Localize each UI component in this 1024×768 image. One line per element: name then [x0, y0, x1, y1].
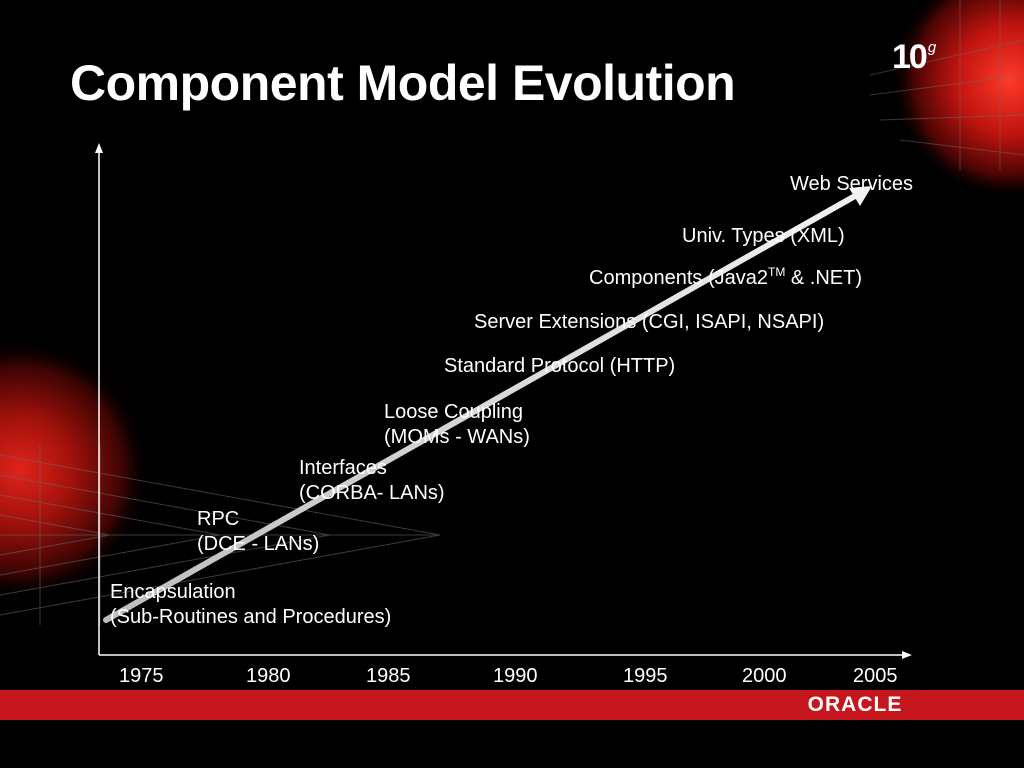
grid-decoration-left: [0, 445, 441, 625]
milestone-components-suffix: & .NET): [785, 267, 862, 289]
grid-decoration-right: [869, 0, 1024, 170]
page-title: Component Model Evolution: [70, 55, 736, 111]
year-label-1975: 1975: [119, 665, 164, 687]
axes: [95, 143, 912, 659]
evolution-arrow: [103, 186, 872, 623]
milestone-detail: (MOMs - WANs): [384, 426, 530, 448]
oracle-10g-logo: 10 g: [892, 40, 936, 74]
glow-top-right: [890, 0, 1024, 200]
milestone-univ-types: Univ. Types (XML): [682, 225, 845, 247]
brand-suffix: g: [927, 39, 937, 56]
brand-version: 10: [892, 38, 928, 76]
milestone-components: Components (Java2TM & .NET): [589, 266, 862, 291]
year-label-1995: 1995: [623, 665, 668, 687]
milestone-standard-protocol: Standard Protocol (HTTP): [444, 355, 676, 377]
milestone-title: Loose Coupling: [384, 401, 523, 423]
milestone-interfaces: Interfaces (CORBA- LANs): [299, 456, 445, 506]
year-label-2005: 2005: [853, 665, 898, 687]
milestone-title: Encapsulation: [110, 581, 236, 603]
milestone-rpc: RPC (DCE - LANs): [197, 507, 319, 557]
year-label-1990: 1990: [493, 665, 538, 687]
milestone-title: RPC: [197, 508, 240, 530]
milestone-detail: (Sub-Routines and Procedures): [110, 606, 392, 628]
footer-bar: [0, 690, 1024, 720]
milestone-title: Interfaces: [299, 457, 387, 479]
x-axis-arrowhead: [902, 651, 912, 659]
trademark-mark: TM: [767, 265, 786, 279]
year-label-2000: 2000: [742, 665, 787, 687]
milestone-detail: (DCE - LANs): [197, 533, 320, 555]
milestone-encapsulation: Encapsulation (Sub-Routines and Procedur…: [110, 580, 391, 630]
year-label-1980: 1980: [246, 665, 291, 687]
year-label-1985: 1985: [366, 665, 411, 687]
milestone-detail: (CORBA- LANs): [299, 482, 445, 504]
milestone-loose-coupling: Loose Coupling (MOMs - WANs): [384, 400, 530, 450]
milestone-components-text: Components (Java2: [589, 267, 768, 289]
y-axis-arrowhead: [95, 143, 103, 153]
milestone-web-services: Web Services: [790, 173, 914, 195]
milestone-server-extensions: Server Extensions (CGI, ISAPI, NSAPI): [474, 311, 825, 333]
oracle-logo: ORACLE: [807, 693, 903, 716]
